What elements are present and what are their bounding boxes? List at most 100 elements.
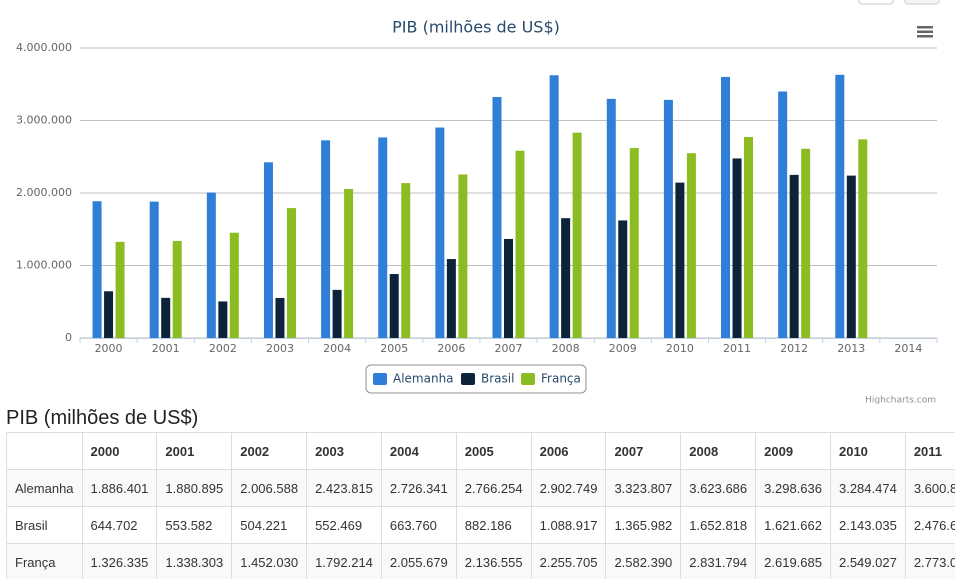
table-title: PIB (milhões de US$) bbox=[6, 407, 199, 429]
bar bbox=[721, 76, 731, 338]
column-header: 2011 bbox=[904, 432, 955, 470]
x-tick-label: 2011 bbox=[723, 342, 751, 355]
bar bbox=[286, 208, 296, 338]
menu-button[interactable] bbox=[917, 26, 933, 38]
bar bbox=[161, 297, 171, 338]
x-tick-label: 2000 bbox=[95, 342, 123, 355]
legend-swatch bbox=[373, 373, 387, 385]
y-tick-label: 4.000.000 bbox=[16, 41, 72, 54]
table-cell: 3.623.686 bbox=[680, 469, 757, 507]
x-tick-label: 2004 bbox=[323, 342, 351, 355]
bar bbox=[675, 182, 685, 338]
bar bbox=[732, 158, 742, 338]
bar bbox=[458, 174, 468, 338]
table-cell: 2.549.027 bbox=[829, 543, 906, 579]
bar bbox=[104, 291, 114, 338]
bar bbox=[801, 148, 811, 338]
table-cell: 2.055.679 bbox=[380, 543, 457, 579]
x-tick-label: 2007 bbox=[495, 342, 523, 355]
column-header: 2008 bbox=[680, 432, 757, 470]
x-tick-label: 2009 bbox=[609, 342, 637, 355]
table-cell: 3.323.807 bbox=[605, 469, 682, 507]
table-cell: 1.880.895 bbox=[156, 469, 233, 507]
bar bbox=[561, 218, 571, 338]
bar bbox=[504, 238, 513, 338]
corner-cell bbox=[6, 432, 83, 470]
table-cell: 1.365.982 bbox=[605, 506, 682, 544]
table-cell: 1.886.401 bbox=[81, 469, 158, 507]
bar bbox=[92, 201, 102, 338]
x-tick-label: 2010 bbox=[666, 342, 694, 355]
y-tick-label: 0 bbox=[65, 331, 72, 344]
bar bbox=[858, 139, 868, 338]
table-cell: 2.773.0 bbox=[904, 543, 955, 579]
bar bbox=[789, 174, 799, 338]
table-cell: 2.902.749 bbox=[530, 469, 607, 507]
bar bbox=[229, 232, 239, 338]
bar bbox=[435, 127, 445, 339]
column-header: 2000 bbox=[81, 432, 158, 470]
table-cell: 2.143.035 bbox=[829, 506, 906, 544]
table-cell: 2.006.588 bbox=[231, 469, 308, 507]
credits[interactable]: Highcharts.com bbox=[865, 396, 936, 405]
table-cell: 2.831.794 bbox=[680, 543, 757, 579]
column-header: 2010 bbox=[829, 432, 906, 470]
table-cell: 2.766.254 bbox=[455, 469, 532, 507]
x-tick-label: 2014 bbox=[894, 342, 922, 355]
legend-item[interactable]: Brasil bbox=[461, 372, 514, 386]
x-tick-label: 2013 bbox=[837, 342, 865, 355]
table-cell: 2.582.390 bbox=[605, 543, 682, 579]
bar bbox=[744, 136, 754, 338]
table-cell: 552.469 bbox=[306, 506, 382, 544]
table-cell: 1.088.917 bbox=[530, 506, 607, 544]
column-header: 2002 bbox=[231, 432, 308, 470]
column-header: 2001 bbox=[156, 432, 233, 470]
y-tick-label: 1.000.000 bbox=[16, 259, 72, 272]
bar bbox=[549, 75, 559, 338]
legend-box bbox=[365, 364, 587, 394]
legend-label: França bbox=[541, 372, 581, 386]
bar bbox=[515, 150, 525, 338]
bar bbox=[263, 162, 273, 338]
table-cell: 2.255.705 bbox=[530, 543, 607, 579]
legend-item[interactable]: França bbox=[521, 372, 581, 386]
table-cell: 3.600.8 bbox=[904, 469, 955, 507]
legend-swatch bbox=[521, 373, 535, 385]
column-header: 2004 bbox=[380, 432, 457, 470]
button[interactable] bbox=[858, 0, 894, 5]
bar bbox=[572, 132, 582, 338]
row-label: França bbox=[6, 543, 83, 579]
table-cell: 1.621.662 bbox=[755, 506, 831, 544]
bar bbox=[172, 240, 182, 338]
table-cell: 2.476.6 bbox=[904, 506, 955, 544]
table-cell: 1.338.303 bbox=[156, 543, 233, 579]
x-tick-label: 2001 bbox=[152, 342, 180, 355]
table-row: Alemanha 1.886.401 1.880.895 2.006.588 2.423… bbox=[6, 469, 955, 507]
bar bbox=[663, 99, 673, 338]
chart-title: PIB (milhões de US$) bbox=[392, 18, 560, 37]
bar bbox=[275, 297, 285, 338]
bar bbox=[115, 241, 125, 338]
bar bbox=[629, 148, 639, 338]
button[interactable] bbox=[904, 0, 940, 5]
column-header: 2005 bbox=[455, 432, 532, 470]
table-row: Brasil 644.702 553.582 504.221 552.469 663.76… bbox=[6, 506, 955, 544]
y-tick-label: 3.000.000 bbox=[16, 114, 72, 127]
column-header: 2006 bbox=[530, 432, 607, 470]
bar bbox=[149, 201, 159, 338]
legend: Alemanha Brasil França bbox=[365, 364, 587, 394]
table-cell: 663.760 bbox=[380, 506, 457, 544]
table-cell: 2.619.685 bbox=[755, 543, 831, 579]
table-cell: 2.726.341 bbox=[380, 469, 457, 507]
table-cell: 1.326.335 bbox=[81, 543, 158, 579]
x-tick-label: 2005 bbox=[380, 342, 408, 355]
bar bbox=[332, 289, 342, 338]
legend-item[interactable]: Alemanha bbox=[373, 372, 454, 386]
bar bbox=[846, 175, 856, 338]
bar bbox=[321, 140, 331, 338]
x-tick-label: 2003 bbox=[266, 342, 294, 355]
column-header: 2009 bbox=[755, 432, 831, 470]
row-label: Brasil bbox=[6, 506, 83, 544]
data-table: 2000 2001 2002 2003 2004 2005 2006 2007 2008 2009… bbox=[6, 432, 955, 579]
chart: PIB (milhões de US$) Highcharts.com 0 1.0… bbox=[16, 0, 940, 405]
